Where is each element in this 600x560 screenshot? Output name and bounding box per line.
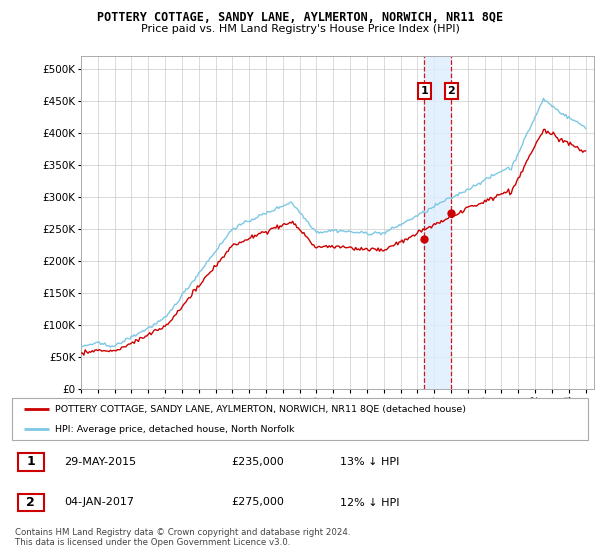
Text: 29-MAY-2015: 29-MAY-2015 <box>64 457 136 467</box>
Text: 13% ↓ HPI: 13% ↓ HPI <box>340 457 400 467</box>
Text: 04-JAN-2017: 04-JAN-2017 <box>64 497 134 507</box>
Bar <box>18 493 44 511</box>
Text: 1: 1 <box>26 455 35 468</box>
Text: £235,000: £235,000 <box>231 457 284 467</box>
Text: POTTERY COTTAGE, SANDY LANE, AYLMERTON, NORWICH, NR11 8QE (detached house): POTTERY COTTAGE, SANDY LANE, AYLMERTON, … <box>55 405 466 414</box>
Text: £275,000: £275,000 <box>231 497 284 507</box>
Text: HPI: Average price, detached house, North Norfolk: HPI: Average price, detached house, Nort… <box>55 424 295 433</box>
Text: POTTERY COTTAGE, SANDY LANE, AYLMERTON, NORWICH, NR11 8QE: POTTERY COTTAGE, SANDY LANE, AYLMERTON, … <box>97 11 503 24</box>
Text: Price paid vs. HM Land Registry's House Price Index (HPI): Price paid vs. HM Land Registry's House … <box>140 24 460 34</box>
Text: 2: 2 <box>448 86 455 96</box>
Text: Contains HM Land Registry data © Crown copyright and database right 2024.
This d: Contains HM Land Registry data © Crown c… <box>15 528 350 547</box>
Text: 1: 1 <box>421 86 428 96</box>
Bar <box>424 56 451 389</box>
Text: 12% ↓ HPI: 12% ↓ HPI <box>340 497 400 507</box>
Bar <box>18 453 44 471</box>
Text: 2: 2 <box>26 496 35 509</box>
